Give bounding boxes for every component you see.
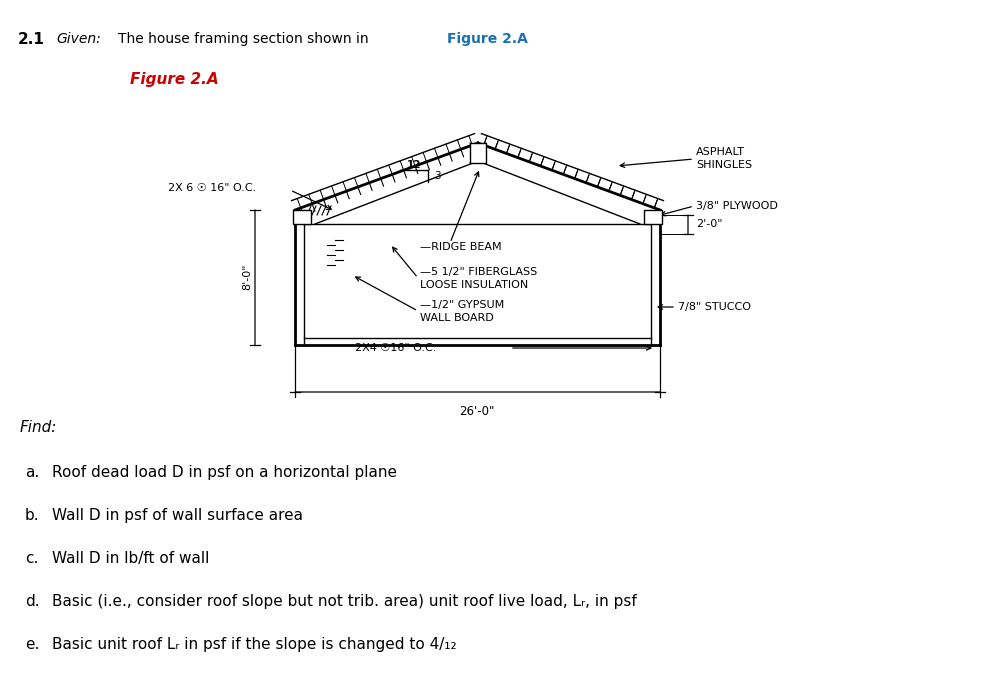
Text: —RIDGE BEAM: —RIDGE BEAM <box>420 242 501 252</box>
Text: Figure 2.A: Figure 2.A <box>130 72 218 87</box>
Text: Figure 2.A: Figure 2.A <box>447 32 528 46</box>
Bar <box>644 210 662 224</box>
Text: Roof dead load D in psf on a horizontal plane: Roof dead load D in psf on a horizontal … <box>52 465 397 480</box>
Text: —5 1/2" FIBERGLASS: —5 1/2" FIBERGLASS <box>420 267 538 277</box>
Text: The house framing section shown in: The house framing section shown in <box>118 32 369 46</box>
Text: 2X 6 ☉ 16" O.C.: 2X 6 ☉ 16" O.C. <box>168 183 257 193</box>
Text: d.: d. <box>25 594 39 609</box>
Text: 12: 12 <box>407 160 422 170</box>
Text: 2'-0": 2'-0" <box>696 219 723 229</box>
Text: 8'-0": 8'-0" <box>242 264 252 290</box>
Text: 2X4 ☉16" O.C.: 2X4 ☉16" O.C. <box>355 343 436 353</box>
Text: 3/8" PLYWOOD: 3/8" PLYWOOD <box>696 201 778 211</box>
Text: —1/2" GYPSUM: —1/2" GYPSUM <box>420 300 504 310</box>
Text: Basic (i.e., consider roof slope but not trib. area) unit roof live load, Lᵣ, in: Basic (i.e., consider roof slope but not… <box>52 594 637 609</box>
Text: e.: e. <box>25 637 39 652</box>
Text: Wall D in lb/ft of wall: Wall D in lb/ft of wall <box>52 551 209 566</box>
Text: 3: 3 <box>434 171 440 181</box>
Text: Given:: Given: <box>56 32 100 46</box>
Text: SHINGLES: SHINGLES <box>696 160 752 170</box>
Text: a.: a. <box>25 465 39 480</box>
Text: Wall D in psf of wall surface area: Wall D in psf of wall surface area <box>52 508 303 523</box>
Text: ASPHALT: ASPHALT <box>696 147 745 157</box>
Text: Basic unit roof Lᵣ in psf if the slope is changed to 4/₁₂: Basic unit roof Lᵣ in psf if the slope i… <box>52 637 457 652</box>
Text: b.: b. <box>25 508 39 523</box>
Bar <box>293 210 311 224</box>
Text: Find:: Find: <box>20 420 57 435</box>
Text: 7/8" STUCCO: 7/8" STUCCO <box>678 302 751 312</box>
Text: 2.1: 2.1 <box>18 32 45 47</box>
Text: 26'-0": 26'-0" <box>459 405 494 418</box>
Text: c.: c. <box>25 551 38 566</box>
Bar <box>470 143 486 163</box>
Text: WALL BOARD: WALL BOARD <box>420 313 493 323</box>
Text: LOOSE INSULATION: LOOSE INSULATION <box>420 280 528 290</box>
